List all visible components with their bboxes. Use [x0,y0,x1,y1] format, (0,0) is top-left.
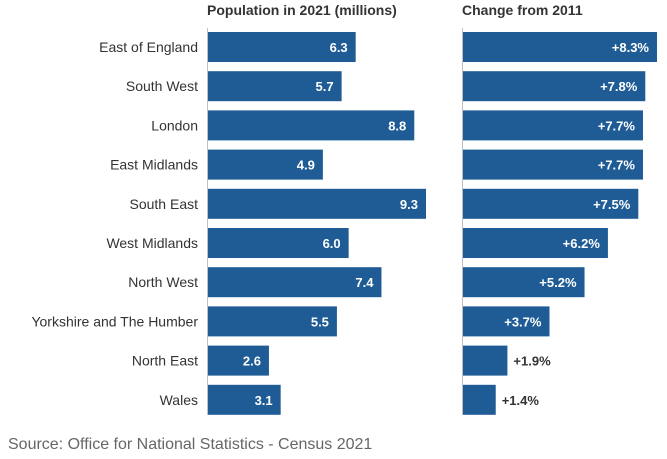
data-label: +1.9% [513,354,551,369]
data-label: 7.4 [355,275,374,290]
category-label: East of England [99,39,198,55]
data-label: +5.2% [539,275,577,290]
data-label: 5.7 [316,79,334,94]
panel-title: Change from 2011 [462,2,583,18]
data-label: +7.7% [598,158,636,173]
bar [208,345,269,376]
bar [208,71,342,102]
bar [463,267,585,298]
category-label: North East [132,353,198,369]
data-label: +3.7% [504,314,542,329]
bar [463,71,646,102]
data-label: +8.3% [612,40,650,55]
category-label: South East [130,196,199,212]
bar [208,384,281,415]
bar [463,32,657,62]
data-label: 9.3 [400,197,418,212]
bar [463,228,608,258]
data-label: +6.2% [563,236,601,251]
bar [208,306,337,337]
source-note: Source: Office for National Statistics -… [8,436,373,453]
bar [208,110,415,141]
bar [463,306,550,337]
category-label: Yorkshire and The Humber [31,313,198,329]
panel-title: Population in 2021 (millions) [207,2,397,18]
bar [463,188,639,219]
bar [463,384,496,415]
data-label: 6.3 [330,40,348,55]
bar [208,267,382,298]
data-label: +7.5% [593,197,631,212]
category-label: North West [128,274,198,290]
category-label: Wales [160,392,198,408]
data-label: +7.8% [600,79,638,94]
category-label: South West [126,78,198,94]
data-label: +7.7% [598,118,636,133]
data-label: +1.4% [502,393,540,408]
bar [208,149,323,180]
bar [463,149,643,180]
bar [463,345,508,376]
category-label: West Midlands [106,235,198,251]
data-label: 8.8 [388,118,406,133]
data-label: 3.1 [255,393,273,408]
data-label: 5.5 [311,314,329,329]
data-label: 2.6 [243,354,261,369]
bar [208,188,426,219]
bar [463,110,643,141]
data-label: 4.9 [297,158,315,173]
category-label: East Midlands [110,157,198,173]
bar [208,228,349,258]
category-label: London [151,117,198,133]
data-label: 6.0 [323,236,341,251]
bar [208,32,356,62]
